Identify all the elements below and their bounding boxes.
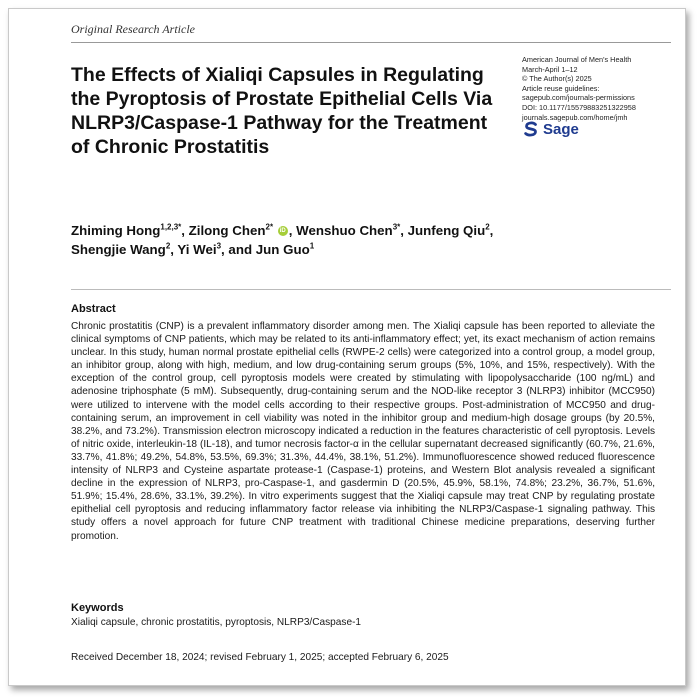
author-affiliation: 1: [309, 241, 315, 251]
author-affiliation: 1,2,3*: [160, 222, 182, 232]
received-dates: Received December 18, 2024; revised Febr…: [71, 652, 449, 663]
abstract-text: Chronic prostatitis (CNP) is a prevalent…: [71, 321, 655, 542]
author-separator: ,: [400, 223, 408, 238]
author-name: Wenshuo Chen: [296, 223, 393, 238]
permissions-link[interactable]: sagepub.com/journals-permissions: [522, 93, 635, 103]
sage-logo-icon: [524, 121, 537, 137]
article-type-label: Original Research Article: [71, 22, 195, 36]
keywords-text: Xialiqi capsule, chronic prostatitis, py…: [71, 617, 362, 628]
article-first-page: Original Research Article The Effects of…: [8, 8, 686, 686]
article-title: The Effects of Xialiqi Capsules in Regul…: [71, 64, 493, 158]
author-affiliation: 2: [485, 222, 490, 232]
author-separator: ,: [489, 223, 494, 238]
author-name: Junfeng Qiu: [407, 223, 486, 238]
orcid-icon[interactable]: iD: [277, 226, 288, 237]
sage-logo-text: Sage: [543, 120, 579, 138]
abstract-heading: Abstract: [71, 303, 116, 315]
author-name: Yi Wei: [177, 242, 217, 257]
author-list: Zhiming Hong1,2,3*, Zilong Chen2* iD, We…: [71, 221, 541, 259]
abstract-divider: [71, 289, 671, 290]
journal-issue: March-April 1–12: [522, 64, 578, 74]
journal-info: American Journal of Men's Health March-A…: [522, 55, 682, 122]
author-name: Jun Guo: [255, 242, 310, 257]
author-affiliation: 2*: [265, 222, 274, 232]
header-divider: [71, 42, 671, 43]
author-separator: ,: [288, 223, 297, 238]
author-separator: ,: [181, 223, 189, 238]
author-affiliation: 3: [216, 241, 222, 251]
author-name: Zhiming Hong: [71, 223, 161, 238]
author-affiliation: 3*: [392, 222, 401, 232]
author-affiliation: 2: [165, 241, 171, 251]
sage-logo: Sage: [522, 120, 579, 138]
journal-name: American Journal of Men's Health: [522, 55, 632, 64]
doi-link[interactable]: DOI: 10.1177/15579883251322958: [522, 102, 636, 112]
keywords-heading: Keywords: [71, 602, 124, 614]
copyright-notice: © The Author(s) 2025: [522, 74, 592, 84]
journal-homepage-link[interactable]: journals.sagepub.com/home/jmh: [522, 112, 628, 122]
author-name: Zilong Chen: [188, 223, 266, 238]
author-separator: , and: [221, 242, 256, 257]
reuse-guidelines-label: Article reuse guidelines:: [522, 83, 600, 93]
author-name: Shengjie Wang: [71, 242, 166, 257]
author-separator: ,: [170, 242, 178, 257]
